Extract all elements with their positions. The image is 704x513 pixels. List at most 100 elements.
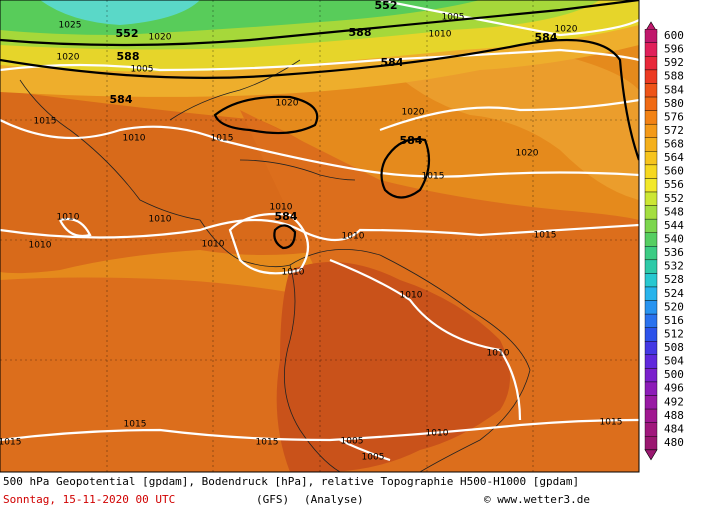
contour-label: 1025 [59,21,82,31]
contour-label: 552 [116,27,139,40]
contour-label: 1015 [0,438,21,448]
legend-swatch [644,300,658,315]
contour-label: 1020 [402,108,425,118]
geopotential-contours [0,0,639,250]
map: 1025 552 1020 1020 588 1005 584 1015 1010 1020 101… [0,0,639,472]
color-legend: 6005965925885845805765725685645605565525… [644,21,684,461]
legend-label: 596 [664,43,684,56]
contour-label: 1010 [29,241,52,251]
map-frame [0,0,640,473]
legend-label: 588 [664,70,684,83]
contour-labels: 1025 552 1020 1020 588 1005 584 1015 1010 1020 101… [0,0,623,463]
legend-label: 492 [664,395,684,408]
legend-label: 540 [664,233,684,246]
contour-label: 1020 [516,149,539,159]
legend-swatch [644,259,658,274]
legend-swatch [644,232,658,247]
legend-label: 488 [664,409,684,422]
legend-label: 524 [664,287,684,300]
model: (GFS) [256,493,289,506]
legend-swatch [644,313,658,328]
contour-label: 1005 [362,453,385,463]
description: 500 hPa Geopotential [gpdam], Bodendruck… [3,475,579,488]
contour-label: 1015 [600,418,623,428]
light-region [380,48,639,200]
legend-label: 560 [664,165,684,178]
legend-swatch [644,422,658,437]
contour-label: 1020 [149,33,172,43]
legend-swatch [644,151,658,166]
legend-swatch [644,164,658,179]
legend-swatch [644,286,658,301]
legend-swatch [644,341,658,356]
hot-region [276,262,510,472]
contour-label: 1010 [426,429,449,439]
legend-label: 552 [664,192,684,205]
contour-label: 1010 [282,268,305,278]
contour-label: 588 [349,26,372,39]
legend-label: 528 [664,273,684,286]
legend-swatch [644,83,658,98]
contour-label: 1010 [123,134,146,144]
legend-swatch [644,69,658,84]
legend-label: 500 [664,368,684,381]
contour-label: 1010 [270,203,293,213]
legend-swatch [644,381,658,396]
legend-swatch [644,178,658,193]
legend-label: 484 [664,422,684,435]
contour-label: 1010 [57,213,80,223]
legend-label: 572 [664,124,684,137]
contour-label: 588 [117,50,140,63]
legend-label: 564 [664,151,684,164]
date: Sonntag, 15-11-2020 00 UTC [3,493,175,506]
contour-label: 1010 [342,232,365,242]
legend-label: 600 [664,29,684,42]
contour-label: 1015 [422,172,445,182]
legend-swatch [644,395,658,410]
legend-swatch [644,42,658,57]
contour-label: 1015 [34,117,57,127]
legend-swatch [644,96,658,111]
legend-swatch [644,218,658,233]
contour-label: 1005 [442,13,465,23]
legend-swatch [644,354,658,369]
contour-label: 584 [110,93,133,106]
legend-swatch [644,408,658,423]
credit: © www.wetter3.de [484,493,590,506]
legend-swatch [644,436,658,450]
legend-label: 580 [664,97,684,110]
legend-label: 508 [664,341,684,354]
contour-label: 1005 [131,65,154,75]
legend-swatch [644,273,658,288]
contour-label: 1015 [256,438,279,448]
coastlines [19,59,531,472]
contour-label: 1010 [487,349,510,359]
contour-label: 1015 [534,231,557,241]
contour-label: 552 [375,0,398,12]
legend-label: 480 [664,436,684,449]
contour-label: 1005 [341,437,364,447]
contour-label: 1020 [57,53,80,63]
legend-swatch [644,368,658,383]
legend-label: 556 [664,178,684,191]
legend-label: 576 [664,110,684,123]
legend-swatch [644,137,658,152]
contour-label: 1010 [429,30,452,40]
legend-arrow [644,449,658,461]
legend-label: 536 [664,246,684,259]
legend-swatch [644,246,658,261]
legend-swatch [644,110,658,125]
contour-label: 1010 [202,240,225,250]
contour-label: 584 [381,56,404,69]
legend-label: 520 [664,300,684,313]
legend-swatch [644,29,658,43]
legend-swatch [644,191,658,206]
legend-label: 516 [664,314,684,327]
legend-swatch [644,123,658,138]
legend-label: 532 [664,260,684,273]
legend-label: 548 [664,205,684,218]
legend-label: 504 [664,355,684,368]
contour-label: 584 [535,31,558,44]
